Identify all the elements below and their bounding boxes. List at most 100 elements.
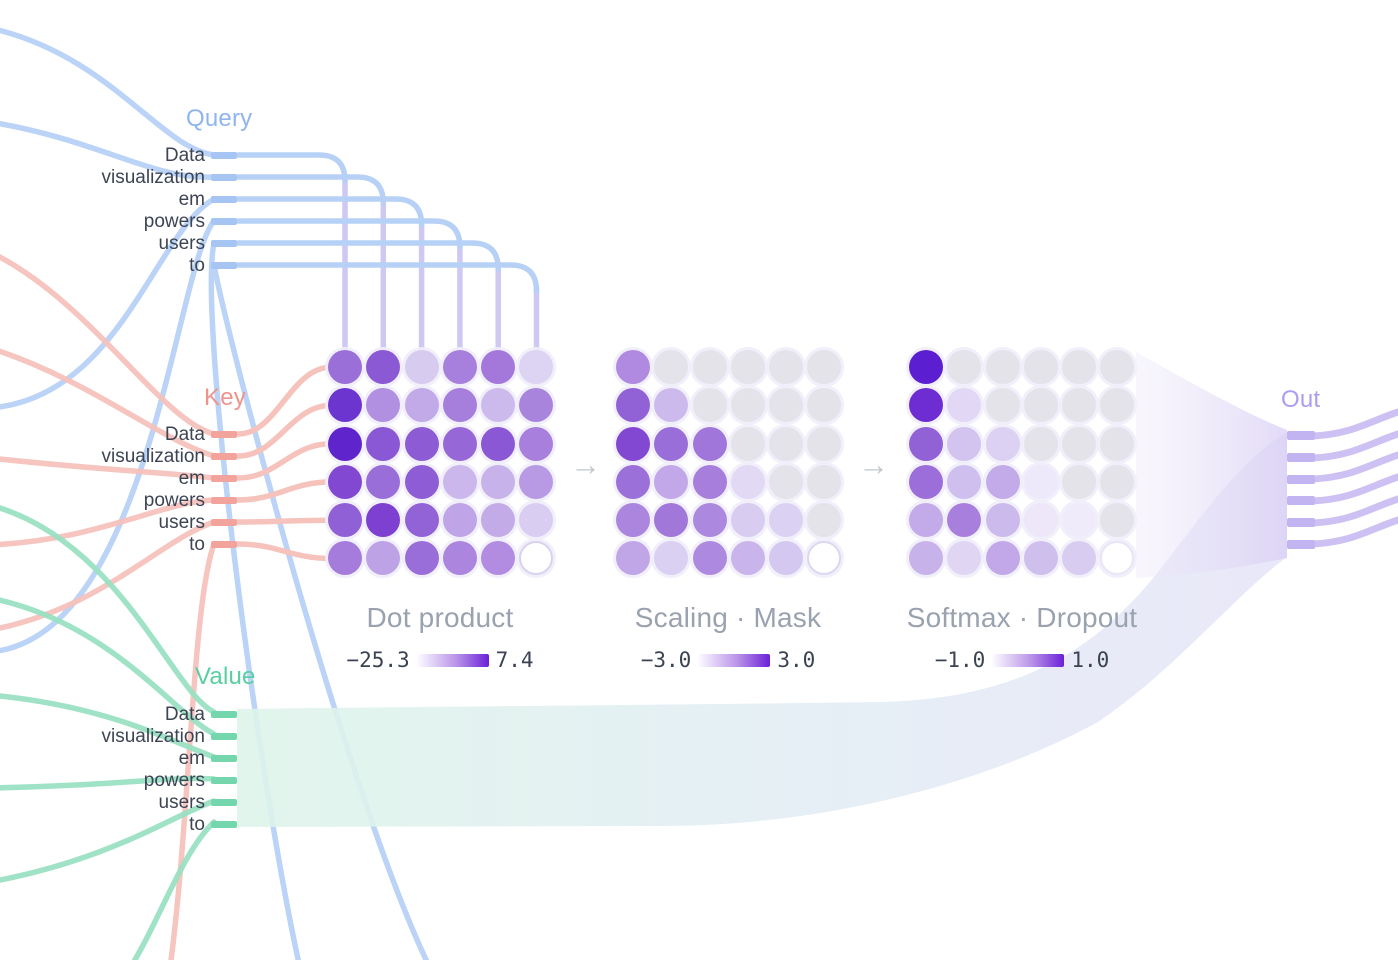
value-token-row: em: [0, 747, 237, 769]
attention-cell: [807, 503, 842, 538]
attention-cell: [692, 388, 727, 423]
attention-cell: [807, 541, 842, 576]
attention-cell: [909, 503, 943, 538]
stage-arrow-icon: →: [858, 447, 889, 482]
attention-cell: [730, 464, 765, 499]
attention-cell: [616, 464, 650, 499]
value-token-row: Data: [0, 703, 237, 725]
value-token-list: Data visualization em powers users to: [0, 703, 237, 835]
attention-cell: [654, 541, 689, 576]
attention-cell: [807, 426, 842, 461]
query-token-dash: [211, 195, 237, 203]
matrix-3: [909, 350, 1135, 576]
key-token-row: powers: [0, 489, 237, 511]
attention-cell: [654, 388, 689, 423]
query-token-to: to: [189, 254, 205, 276]
attention-cell: [947, 503, 982, 538]
legend-max: 3.0: [777, 648, 816, 672]
query-token-dash: [211, 151, 237, 159]
attention-cell: [442, 388, 477, 423]
key-token-em: em: [178, 467, 205, 489]
attention-cell: [985, 541, 1020, 576]
value-token-to: to: [189, 813, 205, 835]
value-token-users: users: [158, 791, 205, 813]
attention-cell: [807, 350, 842, 384]
legend-max: 1.0: [1071, 648, 1110, 672]
value-token-dash: [211, 776, 237, 784]
key-connectors: [235, 364, 335, 562]
key-label: Key: [204, 384, 246, 411]
query-label: Query: [186, 105, 253, 132]
attention-cell: [769, 541, 804, 576]
attention-cell: [519, 503, 554, 538]
attention-cell: [404, 464, 439, 499]
attention-cell: [654, 464, 689, 499]
value-token-dash: [211, 732, 237, 740]
attention-cell: [481, 426, 516, 461]
key-token-dash: [211, 452, 237, 460]
stage-arrow-icon: →: [570, 447, 601, 482]
attention-cell: [1023, 464, 1058, 499]
attention-cell: [1023, 541, 1058, 576]
attention-cell: [947, 426, 982, 461]
out-curves: [1309, 408, 1398, 548]
attention-cell: [481, 464, 516, 499]
color-scale-bar: [992, 654, 1065, 667]
query-token-visualization: visualization: [101, 166, 206, 188]
key-token-dash: [211, 518, 237, 526]
attention-cell: [1100, 464, 1135, 499]
key-input-curves: [0, 254, 217, 960]
attention-cell: [481, 388, 516, 423]
attention-cell: [366, 541, 401, 576]
attention-cell: [1023, 350, 1058, 384]
legend-min: −25.3: [346, 648, 410, 672]
attention-cell: [947, 350, 982, 384]
attention-cell: [807, 464, 842, 499]
query-column-drops: [342, 175, 540, 355]
attention-cell: [519, 350, 554, 384]
attention-cell: [985, 388, 1020, 423]
attention-cell: [692, 350, 727, 384]
key-token-dash: [211, 540, 237, 548]
value-label: Value: [195, 663, 256, 690]
attention-cell: [985, 426, 1020, 461]
query-token-users: users: [158, 232, 205, 254]
attention-cell: [909, 426, 943, 461]
attention-cell: [654, 426, 689, 461]
key-token-data: Data: [164, 423, 205, 445]
key-token-dash: [211, 496, 237, 504]
value-token-dash: [211, 798, 237, 806]
attention-cell: [1100, 503, 1135, 538]
attention-cell: [1023, 503, 1058, 538]
legend-min: −3.0: [640, 648, 692, 672]
query-token-row: to: [0, 254, 237, 276]
key-token-powers: powers: [143, 489, 205, 511]
attention-cell: [519, 464, 554, 499]
attention-cell: [616, 541, 650, 576]
attention-cell: [519, 388, 554, 423]
attention-cell: [909, 388, 943, 423]
value-token-dash: [211, 754, 237, 762]
attention-cell: [985, 464, 1020, 499]
attention-cell: [519, 426, 554, 461]
key-token-dash: [211, 474, 237, 482]
attention-cell: [1062, 503, 1097, 538]
key-token-users: users: [158, 511, 205, 533]
stage-title-scaling-mask: Scaling · Mask: [634, 602, 822, 633]
out-dash: [1287, 431, 1315, 440]
query-token-dash: [211, 173, 237, 181]
attention-cell: [1062, 464, 1097, 499]
color-scale-bar: [698, 654, 771, 667]
attention-cell: [366, 464, 401, 499]
query-token-em: em: [178, 188, 205, 210]
legend-scaling-mask: −3.0 3.0: [608, 650, 848, 671]
value-token-visualization: visualization: [101, 725, 206, 747]
query-connectors: [235, 152, 540, 294]
attention-cell: [616, 388, 650, 423]
attention-cell: [985, 503, 1020, 538]
attention-cell: [769, 503, 804, 538]
attention-cell: [769, 464, 804, 499]
key-token-list: Data visualization em powers users to: [0, 423, 237, 555]
attention-cell: [769, 350, 804, 384]
